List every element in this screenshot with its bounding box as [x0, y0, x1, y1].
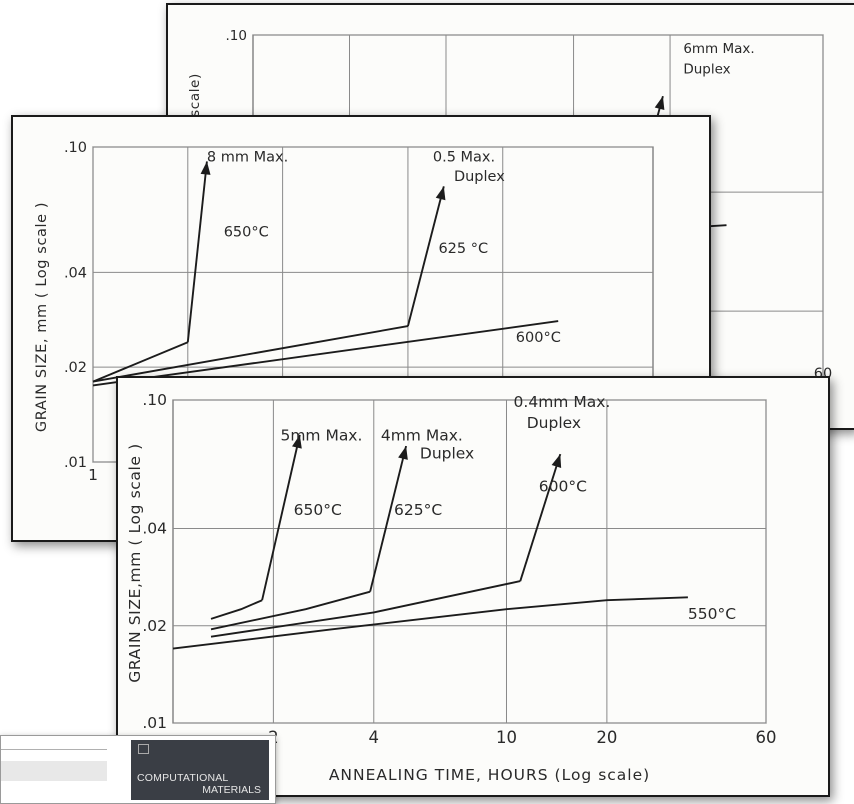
- arrow-line-1: [369, 445, 408, 592]
- article-thumbnail[interactable]: COMPUTATIONAL MATERIALS: [0, 735, 276, 804]
- series-line-2: [210, 580, 521, 638]
- annotation-label: 4mm Max.: [381, 426, 463, 444]
- arrow-line-0: [186, 161, 208, 343]
- y-axis-label: GRAIN SIZE, mm ( Log scale ): [34, 202, 50, 432]
- y-tick-label: .04: [64, 265, 87, 281]
- x-axis-label: ANNEALING TIME, HOURS (Log scale): [329, 766, 650, 784]
- x-tick-label: 60: [756, 728, 777, 747]
- arrowhead-0: [654, 96, 665, 111]
- series-line-0: [92, 341, 189, 383]
- publisher-logo-icon: [138, 744, 149, 754]
- x-tick-label: 4: [369, 728, 380, 747]
- journal-name-line2: MATERIALS: [202, 784, 261, 796]
- annotation-label: 625 °C: [438, 241, 488, 257]
- annotation-label: 625°C: [394, 501, 442, 519]
- front-chart-svg: .10.04.02.0124102060GRAIN SIZE,mm ( Log …: [126, 391, 777, 784]
- y-tick-label: .10: [142, 391, 167, 409]
- arrow-line-2: [519, 453, 562, 582]
- annotation-label: 6mm Max.: [683, 41, 754, 57]
- y-tick-label: .10: [226, 28, 247, 44]
- annotation-label: 600°C: [539, 478, 587, 496]
- thumbnail-bar: [1, 761, 107, 781]
- y-tick-label: .10: [64, 140, 87, 156]
- arrow-line-0: [261, 434, 301, 601]
- x-tick-label: 1: [88, 466, 98, 484]
- y-axis-label: scale): [187, 73, 203, 117]
- y-axis-label: GRAIN SIZE,mm ( Log scale ): [126, 443, 144, 682]
- series-line-2: [92, 320, 559, 387]
- arrowhead-0: [200, 161, 211, 175]
- series-line-1: [210, 590, 371, 631]
- y-tick-label: .04: [142, 520, 167, 538]
- annotation-label: 5mm Max.: [280, 426, 362, 444]
- arrowhead-2: [551, 454, 562, 469]
- journal-cover[interactable]: COMPUTATIONAL MATERIALS: [131, 740, 269, 800]
- series-line-0: [210, 599, 263, 620]
- annotation-label: Duplex: [683, 61, 730, 77]
- annotation-label: Duplex: [420, 444, 474, 462]
- series-line-3: [172, 596, 688, 650]
- x-tick-label: 20: [596, 728, 617, 747]
- y-tick-label: .02: [64, 360, 87, 376]
- y-tick-label: .02: [142, 617, 167, 635]
- annotation-label: Duplex: [527, 414, 581, 432]
- x-tick-label: 10: [496, 728, 517, 747]
- annotation-label: 650°C: [294, 501, 342, 519]
- arrow-line-1: [407, 186, 445, 327]
- arrowhead-1: [398, 446, 408, 460]
- annotation-label: 650°C: [224, 224, 269, 240]
- annotation-label: Duplex: [454, 169, 505, 185]
- front-chart-panel: .10.04.02.0124102060GRAIN SIZE,mm ( Log …: [116, 376, 830, 797]
- y-tick-label: .01: [64, 455, 87, 471]
- thumbnail-rule: [1, 749, 107, 750]
- arrowhead-1: [435, 186, 446, 201]
- annotation-label: 8 mm Max.: [207, 149, 288, 165]
- journal-name-line1: COMPUTATIONAL: [137, 772, 229, 784]
- annotation-label: 0.4mm Max.: [514, 393, 611, 411]
- y-tick-label: .01: [142, 714, 167, 732]
- series-line-1: [92, 325, 409, 383]
- annotation-label: 600°C: [516, 330, 561, 346]
- arrowhead-0: [292, 434, 302, 449]
- annotation-label: 0.5 Max.: [433, 149, 495, 165]
- annotation-label: 550°C: [688, 605, 736, 623]
